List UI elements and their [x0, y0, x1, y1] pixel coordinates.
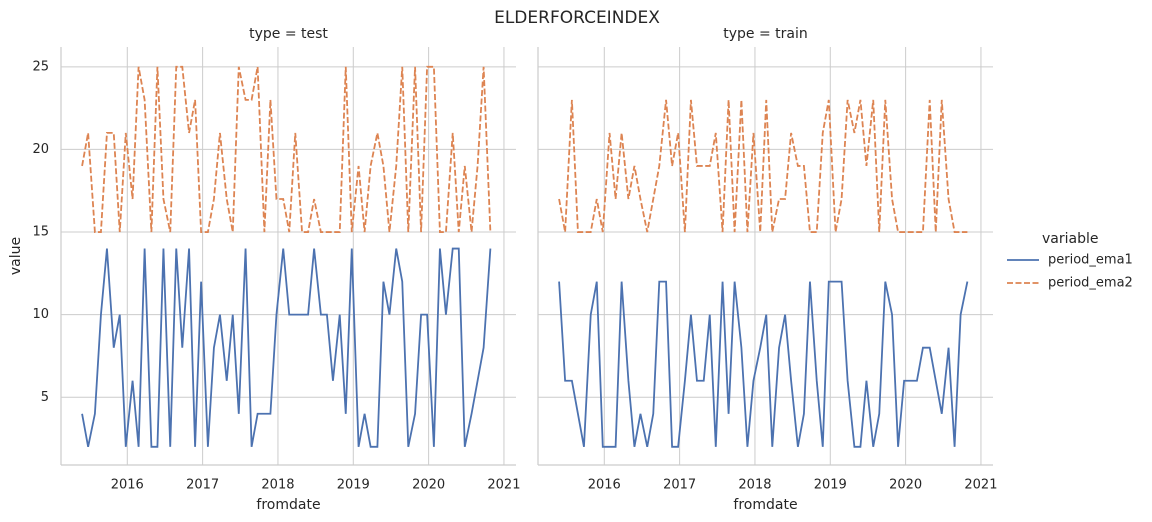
x-axis-label: fromdate: [256, 497, 320, 513]
x-tick-label: 2018: [738, 478, 771, 493]
data-line: [81, 247, 492, 448]
y-tick-label: 25: [32, 59, 49, 74]
legend-title: variable: [1042, 231, 1098, 247]
x-tick-label: 2020: [412, 478, 445, 493]
x-tick-label: 2017: [186, 478, 219, 493]
facet-title: type = train: [723, 26, 808, 42]
x-tick-label: 2016: [588, 478, 621, 493]
y-tick-label: 5: [41, 390, 49, 405]
x-tick-label: 2018: [261, 478, 294, 493]
y-tick-label: 20: [32, 142, 49, 157]
legend-label: period_ema2: [1048, 276, 1133, 291]
x-tick-label: 2017: [663, 478, 696, 493]
x-tick-label: 2019: [814, 478, 847, 493]
x-tick-label: 2021: [487, 478, 520, 493]
x-tick-label: 2021: [964, 478, 997, 493]
data-line: [558, 280, 969, 448]
y-tick-label: 15: [32, 225, 49, 240]
y-axis-label: value: [8, 237, 24, 275]
facet-title: type = test: [249, 26, 328, 42]
x-tick-label: 2019: [337, 478, 370, 493]
y-tick-label: 10: [32, 307, 49, 322]
chart-title: ELDERFORCEINDEX: [494, 8, 660, 28]
x-tick-label: 2016: [111, 478, 144, 493]
x-tick-label: 2020: [889, 478, 922, 493]
legend-label: period_ema1: [1048, 253, 1133, 268]
data-line: [558, 99, 968, 233]
data-line: [81, 65, 492, 233]
x-axis-label: fromdate: [733, 497, 797, 513]
